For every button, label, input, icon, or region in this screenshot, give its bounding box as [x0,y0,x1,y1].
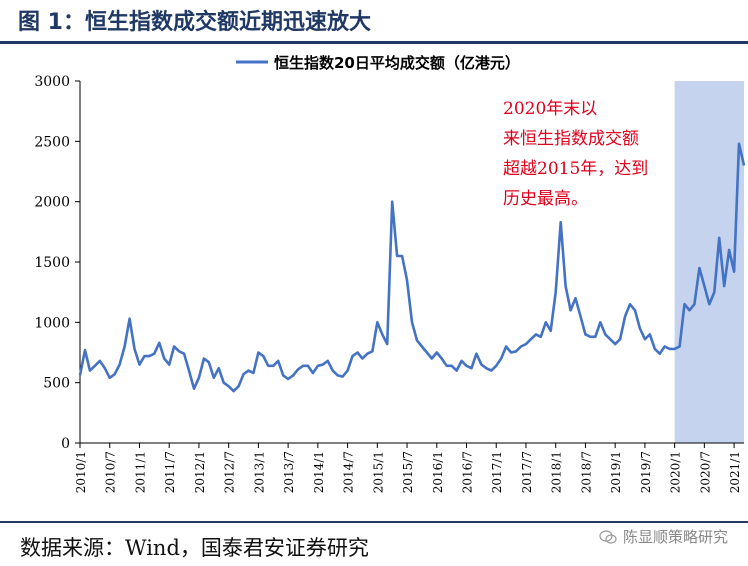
x-tick-label: 2013/7 [282,451,296,493]
x-tick-label: 2014/7 [342,451,356,493]
x-tick-label: 2021/1 [728,451,742,493]
x-tick-label: 2010/1 [74,451,88,493]
title-divider [0,41,748,44]
x-tick-label: 2015/1 [371,451,385,493]
x-tick-label: 2016/7 [461,451,475,493]
x-ticks: 2010/1 2010/7 2011/1 2011/7 2012/1 2012/7 2013… [74,443,742,493]
x-tick-label: 2013/1 [252,451,266,493]
y-ticks: 0 500 1000 1500 2000 2500 3000 [34,74,80,452]
x-tick-label: 2014/1 [312,451,326,493]
y-tick-label: 500 [43,376,70,392]
x-tick-label: 2010/7 [104,451,118,493]
y-tick-label: 3000 [34,74,70,90]
watermark: 陈显顺策略研究 [599,526,728,547]
x-tick-label: 2020/1 [669,451,683,493]
chart-annotation: 2020年末以来恒生指数成交额超越2015年，达到历史最高。 [503,99,648,209]
x-tick-label: 2017/1 [490,451,504,493]
legend-label: 恒生指数20日平均成交额（亿港元） [274,54,520,72]
x-tick-label: 2015/7 [401,451,415,493]
x-tick-label: 2012/1 [193,451,207,493]
x-tick-label: 2011/7 [163,451,177,493]
x-tick-label: 2016/1 [431,451,445,493]
watermark-text: 陈显顺策略研究 [622,528,728,546]
x-tick-label: 2019/1 [609,451,623,493]
y-tick-label: 1500 [34,255,70,271]
x-tick-label: 2019/7 [639,451,653,493]
x-tick-label: 2011/1 [133,451,147,493]
y-tick-label: 0 [61,436,70,452]
figure-title: 图 1：恒生指数成交额近期迅速放大 [18,10,371,35]
x-tick-label: 2012/7 [223,451,237,493]
x-tick-label: 2018/1 [550,451,564,493]
footer-divider [0,521,748,523]
source-note: 数据来源：Wind，国泰君安证券研究 [20,536,369,560]
y-tick-label: 2000 [34,195,70,211]
annotation-line: 超越2015年，达到 [503,159,648,179]
annotation-line: 2020年末以 [503,99,597,119]
y-tick-label: 1000 [34,315,70,331]
x-tick-label: 2020/7 [698,451,712,493]
y-tick-label: 2500 [34,134,70,150]
series-line [78,142,746,393]
wechat-icon [599,529,617,544]
annotation-line: 历史最高。 [503,189,588,209]
annotation-line: 来恒生指数成交额 [503,129,639,149]
legend: 恒生指数20日平均成交额（亿港元） [236,54,520,72]
x-tick-label: 2018/7 [579,451,593,493]
x-tick-label: 2017/7 [520,451,534,493]
